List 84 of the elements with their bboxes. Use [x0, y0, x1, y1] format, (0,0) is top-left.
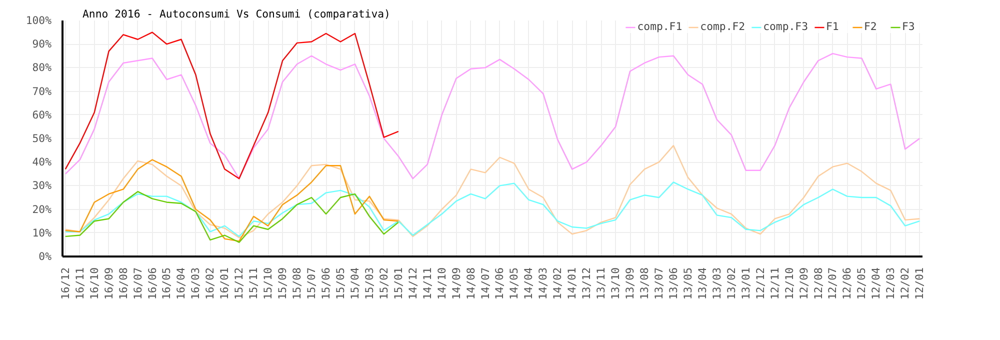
x-tick-label: 13/07: [652, 268, 666, 300]
x-tick-label: 14/11: [420, 268, 434, 300]
x-tick-label: 15/05: [334, 268, 347, 300]
x-tick-label: 16/09: [102, 268, 116, 300]
y-tick-label: 90%: [32, 38, 52, 51]
x-tick-label: 14/05: [508, 268, 521, 300]
x-tick-label: 15/01: [392, 268, 405, 300]
x-tick-label: 15/09: [276, 268, 290, 300]
x-tick-label: 14/06: [493, 268, 506, 300]
x-tick-label: 14/04: [522, 268, 536, 300]
x-tick-label: 12/08: [812, 268, 825, 300]
x-tick-label: 13/08: [638, 268, 652, 300]
x-tick-label: 12/02: [898, 268, 912, 300]
legend-label: comp.F1: [637, 20, 682, 33]
x-tick-label: 12/04: [870, 268, 883, 300]
x-tick-label: 13/10: [609, 268, 622, 300]
y-tick-label: 100%: [26, 14, 52, 27]
x-tick-label: 14/08: [464, 268, 478, 300]
x-tick-label: 13/12: [580, 268, 594, 300]
legend-label: comp.F3: [763, 20, 808, 33]
x-tick-label: 16/04: [174, 268, 188, 300]
x-tick-label: 13/11: [594, 268, 608, 300]
line-series: [64, 191, 399, 243]
line-series: [64, 182, 920, 238]
x-tick-label: 16/08: [116, 268, 130, 300]
y-tick-label: 80%: [32, 61, 52, 74]
x-tick-label: 16/10: [88, 268, 101, 300]
line-series: [64, 159, 399, 242]
x-tick-label: 13/09: [624, 268, 637, 300]
x-tick-label: 12/01: [913, 268, 926, 300]
x-tick-label: 16/03: [189, 268, 202, 300]
x-tick-label: 15/04: [348, 268, 362, 300]
chart-title: Anno 2016 - Autoconsumi Vs Consumi (comparativa): [82, 8, 390, 20]
y-tick-label: 40%: [32, 156, 52, 169]
x-tick-label: 16/05: [160, 268, 174, 300]
x-tick-label: 14/12: [406, 268, 420, 300]
legend-label: comp.F2: [700, 20, 746, 33]
y-tick-label: 0%: [38, 250, 52, 263]
x-tick-label: 12/05: [855, 268, 868, 300]
legend-label: F1: [826, 20, 840, 33]
x-tick-label: 14/09: [450, 268, 463, 300]
x-tick-label: 12/11: [768, 268, 782, 300]
x-tick-label: 12/03: [884, 268, 898, 300]
x-tick-label: 16/02: [204, 268, 217, 300]
x-tick-label: 12/12: [754, 268, 767, 300]
y-tick-label: 30%: [32, 179, 52, 192]
x-tick-label: 15/11: [247, 268, 260, 300]
x-tick-label: 16/12: [58, 268, 72, 300]
y-tick-label: 10%: [32, 226, 52, 240]
x-tick-label: 14/01: [566, 268, 579, 300]
x-tick-label: 12/07: [826, 268, 840, 300]
x-tick-label: 16/07: [131, 268, 144, 300]
x-tick-label: 12/09: [797, 268, 810, 300]
x-tick-label: 14/07: [478, 268, 492, 300]
x-tick-label: 12/10: [782, 268, 796, 300]
legend-label: F2: [864, 20, 878, 33]
x-tick-label: 16/11: [73, 268, 86, 300]
x-tick-label: 13/06: [666, 268, 680, 300]
x-tick-label: 14/02: [551, 268, 564, 300]
x-tick-label: 15/02: [377, 268, 390, 300]
x-tick-label: 13/01: [739, 268, 752, 300]
line-series: [64, 52, 920, 180]
x-tick-label: 13/03: [710, 268, 724, 300]
y-tick-label: 20%: [32, 202, 52, 216]
x-tick-label: 15/12: [232, 268, 246, 300]
y-tick-label: 70%: [32, 84, 52, 98]
line-series: [64, 32, 399, 180]
x-tick-label: 15/08: [290, 268, 304, 300]
x-tick-label: 14/03: [536, 268, 550, 300]
x-tick-label: 16/01: [218, 268, 232, 300]
x-tick-label: 15/06: [320, 268, 332, 300]
x-tick-label: 13/05: [681, 268, 694, 300]
x-tick-label: 15/03: [362, 268, 376, 300]
line-series: [64, 144, 920, 238]
x-tick-label: 16/06: [146, 268, 159, 300]
x-tick-label: 15/10: [262, 268, 275, 300]
y-tick-label: 50%: [32, 132, 52, 145]
legend-label: F3: [902, 20, 916, 33]
x-tick-label: 13/02: [724, 268, 738, 300]
y-tick-label: 60%: [32, 108, 52, 122]
x-tick-label: 13/04: [696, 268, 709, 300]
x-tick-label: 14/10: [435, 268, 448, 300]
x-tick-label: 15/07: [305, 268, 318, 300]
x-tick-label: 12/06: [840, 268, 854, 300]
